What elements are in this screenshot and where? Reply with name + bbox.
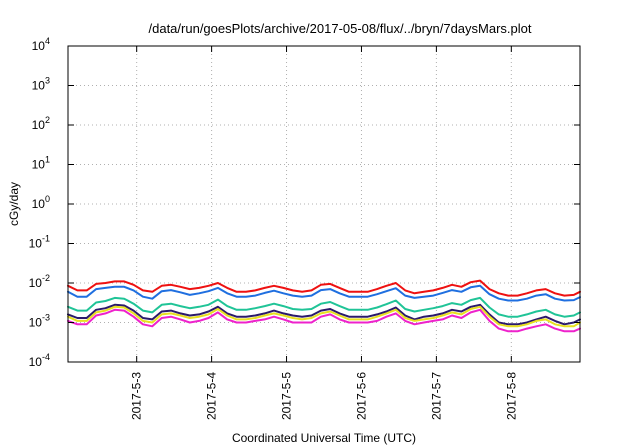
- y-tick-label: 100: [32, 194, 50, 211]
- x-tick-label: 2017-5-8: [504, 372, 518, 420]
- y-tick-base: 10: [29, 316, 43, 330]
- y-tick-label: 101: [32, 155, 50, 172]
- y-tick-base: 10: [32, 158, 46, 172]
- y-tick-base: 10: [32, 197, 46, 211]
- y-tick-label: 10-2: [29, 273, 50, 290]
- y-tick-base: 10: [32, 39, 46, 53]
- y-tick-label: 10-3: [29, 313, 50, 330]
- series-line-2: [67, 284, 581, 302]
- chart-title: /data/run/goesPlots/archive/2017-05-08/f…: [149, 21, 532, 36]
- y-tick-exponent: -3: [42, 313, 50, 323]
- y-tick-label: 103: [32, 76, 50, 93]
- y-axis-label: cGy/day: [7, 182, 21, 226]
- x-tick-label: 2017-5-5: [280, 372, 294, 420]
- tick-marks: [68, 45, 580, 363]
- series-line-1: [67, 279, 581, 297]
- y-tick-exponent: -4: [42, 352, 50, 362]
- y-tick-base: 10: [29, 355, 43, 369]
- y-tick-exponent: 2: [45, 115, 50, 125]
- y-tick-exponent: 1: [45, 155, 50, 165]
- y-tick-base: 10: [32, 79, 46, 93]
- y-tick-exponent: 4: [45, 36, 50, 46]
- series-line-3: [67, 296, 581, 318]
- x-tick-label: 2017-5-7: [429, 372, 443, 420]
- y-tick-exponent: -2: [42, 273, 50, 283]
- y-tick-label: 10-4: [29, 352, 50, 369]
- y-tick-label: 10-1: [29, 234, 50, 251]
- x-tick-label: 2017-5-6: [354, 372, 368, 420]
- x-tick-labels: 2017-5-3 2017-5-4 2017-5-5 2017-5-6 2017-5-7…: [130, 372, 519, 420]
- y-tick-exponent: 0: [45, 194, 50, 204]
- y-tick-label: 102: [32, 115, 50, 132]
- y-tick-label: 104: [32, 36, 50, 53]
- y-tick-base: 10: [29, 237, 43, 251]
- x-axis-label: Coordinated Universal Time (UTC): [232, 431, 416, 445]
- y-tick-base: 10: [32, 118, 46, 132]
- y-tick-exponent: -1: [42, 234, 50, 244]
- series-line-4: [67, 303, 581, 326]
- y-tick-exponent: 3: [45, 76, 50, 86]
- x-tick-label: 2017-5-3: [130, 372, 144, 420]
- y-tick-base: 10: [29, 276, 43, 290]
- series-line-6: [67, 308, 581, 333]
- series-layer: [67, 279, 581, 333]
- series-line-5: [67, 305, 581, 328]
- x-tick-label: 2017-5-4: [205, 372, 219, 420]
- grid: [68, 46, 580, 362]
